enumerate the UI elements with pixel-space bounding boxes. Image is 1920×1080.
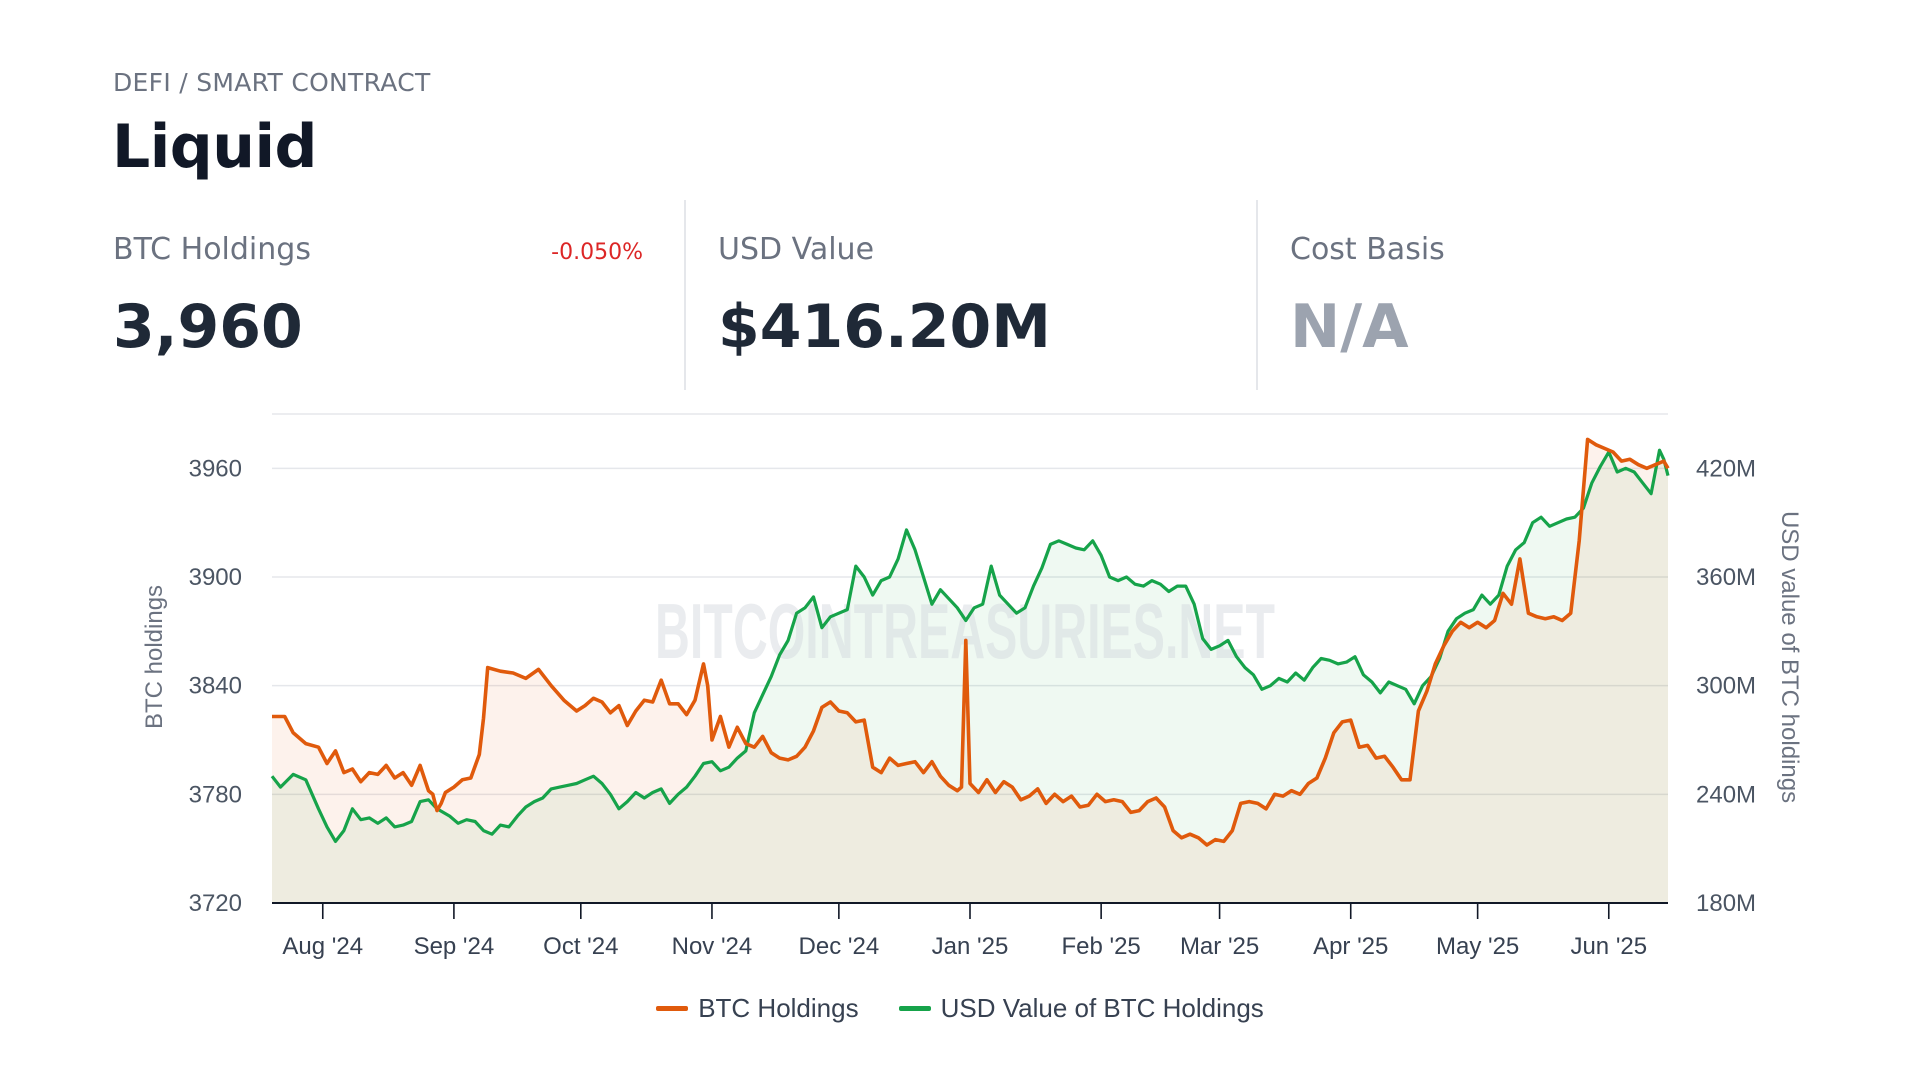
- legend-label: USD Value of BTC Holdings: [940, 993, 1264, 1023]
- stat-value: 3,960: [113, 292, 303, 362]
- divider: [1256, 200, 1258, 390]
- chart-legend: BTC Holdings USD Value of BTC Holdings: [0, 993, 1920, 1024]
- x-tick-label: Feb '25: [1061, 933, 1140, 960]
- y-left-tick-label: 3780: [189, 781, 242, 808]
- x-tick-label: Jun '25: [1570, 933, 1647, 960]
- stat-btc-holdings: BTC Holdings -0.050% 3,960: [113, 200, 643, 390]
- legend-swatch-usd: [898, 1006, 931, 1011]
- y-left-tick-label: 3720: [189, 890, 242, 917]
- legend-swatch-btc: [656, 1006, 689, 1011]
- y-right-tick-label: 180M: [1696, 890, 1756, 917]
- legend-item-btc[interactable]: BTC Holdings: [656, 993, 859, 1024]
- stat-value: $416.20M: [718, 292, 1051, 362]
- x-tick-label: Nov '24: [672, 933, 753, 960]
- y-right-tick-label: 360M: [1696, 564, 1756, 591]
- series-line-btc-holdings: [272, 437, 1670, 847]
- stat-label: Cost Basis: [1290, 232, 1445, 267]
- axes: 3720 3780 3840 3900 3960 180M 240M 300M 360M 420M…: [189, 455, 1756, 960]
- btc-area-fill: [272, 439, 1668, 903]
- x-tick-label: Sep '24: [414, 933, 495, 960]
- gridlines: [272, 413, 1668, 796]
- stat-value: N/A: [1290, 292, 1409, 362]
- stat-label: USD Value: [718, 232, 875, 267]
- holdings-chart[interactable]: BITCOINTREASURIES.NET 372037803840390039…: [0, 400, 1920, 985]
- change-badge: -0.050%: [551, 240, 643, 265]
- x-tick-label: Mar '25: [1180, 933, 1259, 960]
- x-tick-label: Dec '24: [799, 933, 880, 960]
- y-left-axis-title: BTC holdings: [141, 585, 168, 729]
- usd-area-fill: [272, 450, 1668, 903]
- area-fills: [272, 439, 1668, 903]
- series-lines: [270, 437, 1670, 847]
- stat-cost-basis: Cost Basis N/A: [1290, 200, 1790, 390]
- series-line-usd-value: [270, 448, 1670, 843]
- y-left-tick-label: 3900: [189, 564, 242, 591]
- x-tick-label: Aug '24: [282, 933, 363, 960]
- category-label: DEFI / SMART CONTRACT: [113, 68, 431, 97]
- y-right-tick-label: 240M: [1696, 781, 1756, 808]
- legend-item-usd[interactable]: USD Value of BTC Holdings: [898, 993, 1264, 1024]
- x-tick-label: May '25: [1436, 933, 1519, 960]
- stat-usd-value: USD Value $416.20M: [718, 200, 1218, 390]
- y-left-tick-label: 3840: [189, 673, 242, 700]
- divider: [684, 200, 686, 390]
- x-tick-label: Apr '25: [1313, 933, 1388, 960]
- y-right-tick-label: 300M: [1696, 673, 1756, 700]
- x-tick-label: Jan '25: [932, 933, 1009, 960]
- y-left-tick-label: 3960: [189, 455, 242, 482]
- page-title: Liquid: [112, 112, 317, 182]
- stat-label: BTC Holdings: [113, 232, 311, 267]
- x-tick-label: Oct '24: [543, 933, 618, 960]
- y-right-tick-label: 420M: [1696, 455, 1756, 482]
- y-right-axis-title: USD value of BTC holdings: [1776, 511, 1803, 803]
- legend-label: BTC Holdings: [698, 993, 859, 1023]
